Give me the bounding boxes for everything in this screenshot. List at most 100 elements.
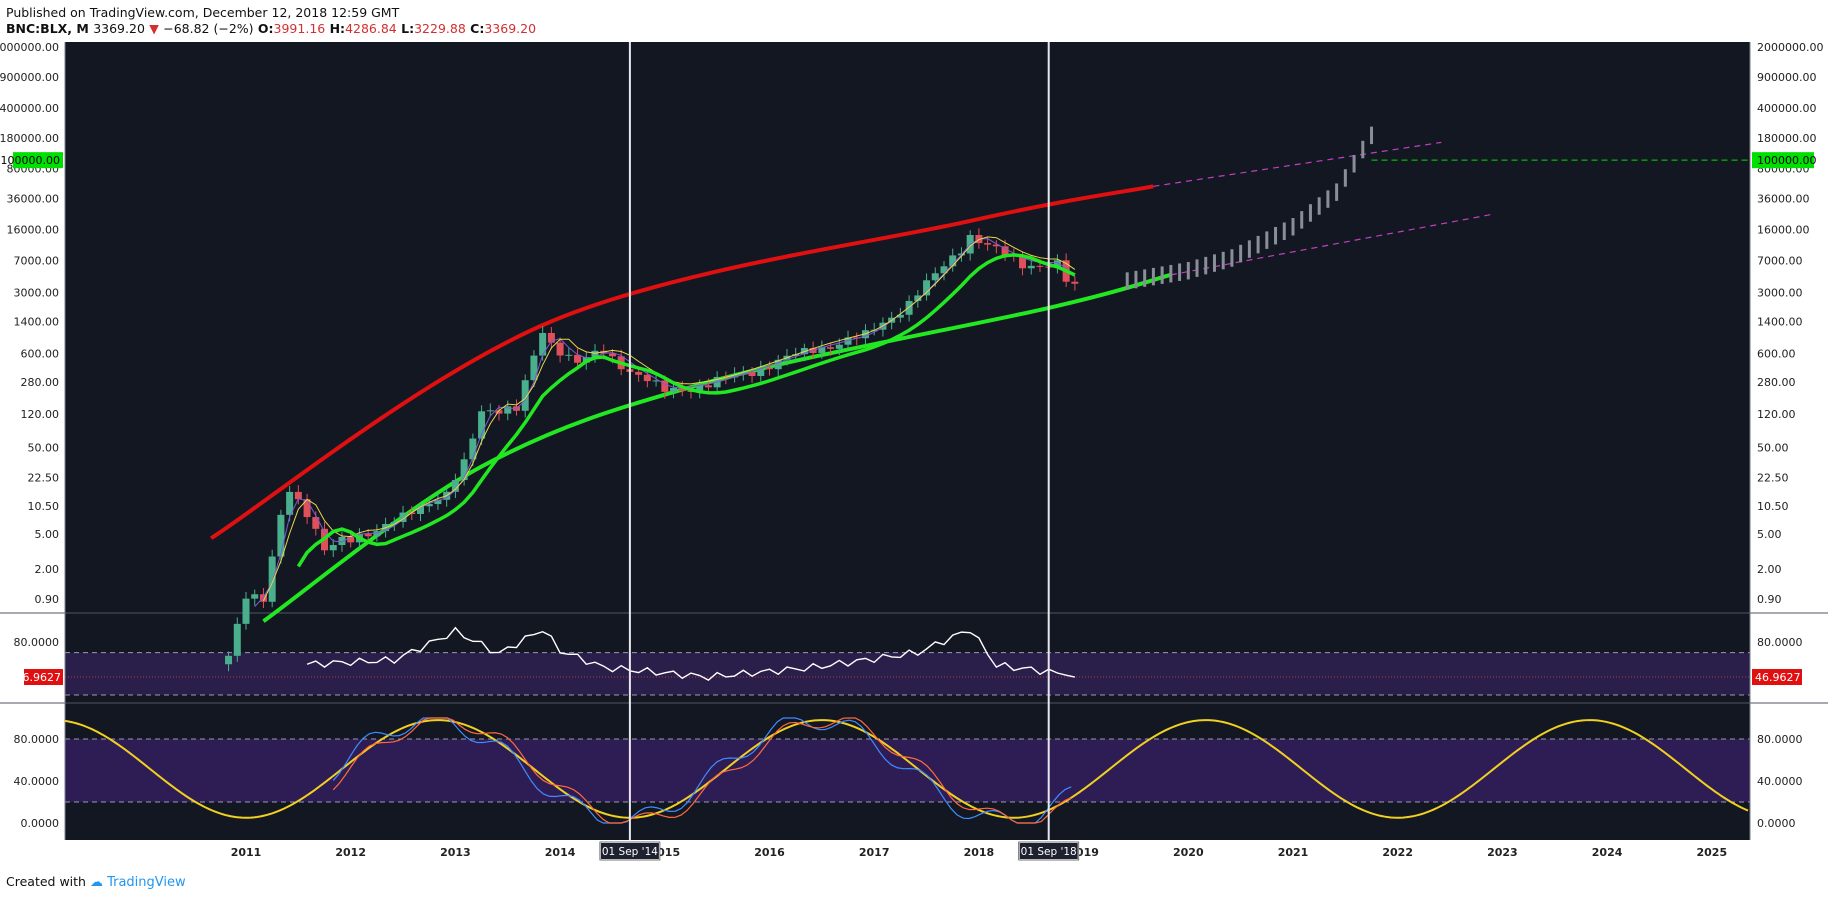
y-tick-label-left: 280.00 (21, 376, 60, 389)
candle-body (460, 459, 468, 481)
y-tick-label-left: 5.00 (35, 528, 60, 541)
candle-body (434, 499, 442, 505)
date-badge-label: 01 Sep '18 (1021, 846, 1077, 858)
stoch-tick-right: 0.0000 (1757, 817, 1796, 830)
candle-body (425, 504, 433, 507)
rsi-tick-right: 80.0000 (1757, 636, 1803, 649)
candle-body (1053, 260, 1061, 267)
candle-body (303, 499, 311, 518)
rsi-band (65, 652, 1750, 695)
projection-candle (1291, 218, 1295, 236)
ma-green-line (296, 253, 1076, 568)
projection-candle (1151, 267, 1155, 286)
candle-body (469, 438, 477, 460)
candle-body (1027, 265, 1035, 269)
y-tick-label-right: 180000.00 (1757, 132, 1817, 145)
candle-body (827, 347, 835, 349)
candle-body (539, 332, 547, 356)
y-tick-label-left: 16000.00 (7, 223, 60, 236)
candle-body (521, 380, 529, 411)
candle-body (923, 280, 931, 296)
y-tick-label-left: 22.50 (28, 471, 60, 484)
y-tick-label-left: 7000.00 (14, 255, 60, 268)
y-tick-label-left: 3000.00 (14, 287, 60, 300)
candle-body (591, 350, 599, 358)
candle-body (451, 480, 459, 492)
tradingview-logo-icon[interactable]: ☁ TradingView (89, 875, 186, 890)
stoch-k-line (332, 717, 1072, 824)
candle-body (992, 244, 1000, 247)
symbol-label[interactable]: BNC:BLX, M (6, 21, 89, 36)
x-tick-label: 2014 (545, 846, 576, 859)
candle-body (748, 372, 756, 376)
y-tick-label-right: 36000.00 (1757, 193, 1810, 206)
stoch-d-line (332, 717, 1072, 824)
x-tick-label: 2018 (964, 846, 995, 859)
candle-body (338, 536, 346, 546)
price-marker-left: 100000.00 (1, 154, 61, 167)
plot-area (65, 42, 1750, 840)
candle-body (652, 380, 660, 382)
x-tick-label: 2025 (1696, 846, 1727, 859)
projection-candle (1212, 254, 1216, 272)
projection-candle (1265, 231, 1269, 249)
candle-body (949, 255, 957, 267)
y-tick-label-left: 0.90 (35, 593, 60, 606)
stoch-tick-left: 80.0000 (14, 733, 60, 746)
stoch-tick-right: 40.0000 (1757, 775, 1803, 788)
candle-body (608, 353, 616, 357)
x-tick-label: 2012 (335, 846, 366, 859)
projection-candle (1230, 249, 1234, 267)
y-tick-label-right: 0.90 (1757, 593, 1782, 606)
left-axis-area (0, 42, 65, 840)
projection-candle (1274, 226, 1278, 245)
candle-body (478, 411, 486, 439)
high-label: H: (329, 21, 346, 36)
projection-candle (1239, 244, 1243, 263)
y-tick-label-left: 10.50 (28, 500, 60, 513)
candle-body (286, 491, 294, 515)
stoch-band (65, 739, 1750, 802)
projection-candle (1326, 190, 1330, 208)
rsi-current-value-left: 46.9627 (16, 671, 62, 684)
rsi-tick-left: 80.0000 (14, 636, 60, 649)
projection-candle (1317, 197, 1321, 215)
projection-candle (1169, 264, 1173, 283)
y-tick-label-left: 180000.00 (0, 132, 59, 145)
candle-body (312, 517, 320, 529)
candle-body (565, 354, 573, 356)
x-tick-label: 2017 (859, 846, 890, 859)
candle-body (766, 367, 773, 370)
candle-body (835, 344, 843, 349)
rsi-current-value-right: 46.9627 (1755, 671, 1801, 684)
open-value: 3991.16 (273, 21, 326, 36)
x-tick-label: 2022 (1382, 846, 1413, 859)
price-change: −68.82 (−2%) (163, 21, 254, 36)
x-tick-label: 2011 (231, 846, 262, 859)
projection-candle (1352, 155, 1356, 173)
y-tick-label-right: 900000.00 (1757, 71, 1817, 84)
down-arrow-icon: ▼ (149, 21, 159, 36)
projection-candle (1143, 269, 1147, 287)
candle-body (486, 410, 494, 412)
rsi-current-badge-right (1752, 669, 1802, 685)
candle-body (896, 314, 904, 318)
price-marker-badge-right (1752, 152, 1814, 169)
projection-candle (1178, 263, 1182, 281)
candle-body (373, 531, 381, 537)
y-tick-label-left: 900000.00 (0, 71, 59, 84)
projection-candle (1256, 235, 1260, 254)
date-badge-inner (1019, 843, 1078, 859)
rsi-current-badge-left (24, 669, 63, 685)
y-tick-label-left: 600.00 (21, 347, 60, 360)
candle-body (364, 534, 372, 537)
x-tick-label: 2023 (1487, 846, 1518, 859)
candle-body (504, 406, 512, 414)
projection-candle (1370, 126, 1374, 145)
y-tick-label-left: 1400.00 (14, 315, 60, 328)
candle-body (268, 556, 276, 602)
candle-body (704, 385, 712, 388)
candle-body (757, 367, 765, 376)
y-tick-label-right: 10.50 (1757, 500, 1789, 513)
